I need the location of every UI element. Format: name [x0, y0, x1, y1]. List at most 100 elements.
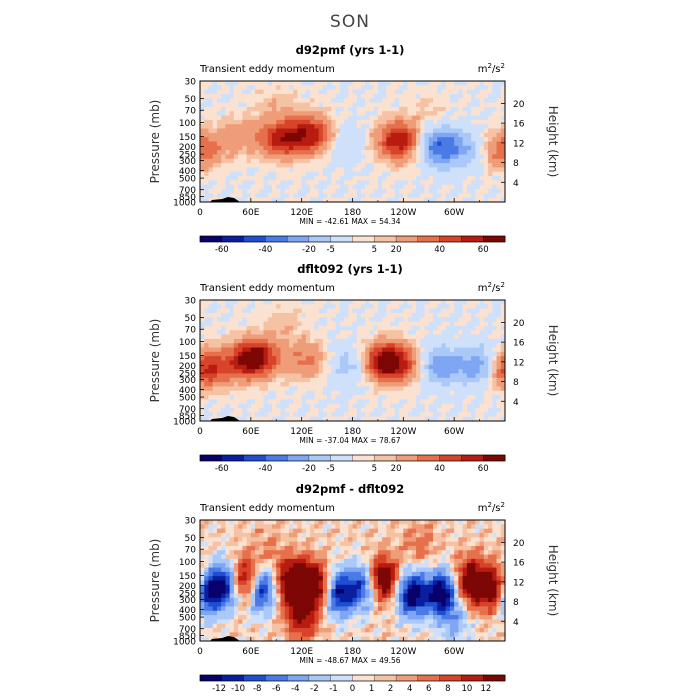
field-cell [225, 537, 231, 543]
field-cell [263, 356, 269, 361]
field-cell [369, 184, 375, 190]
field-cell [259, 563, 264, 568]
field-cell [225, 193, 231, 199]
field-cell [496, 550, 502, 555]
field-cell [394, 171, 400, 177]
field-cell [373, 132, 379, 138]
field-cell [339, 554, 345, 560]
field-cell [242, 386, 247, 392]
field-cell [445, 132, 451, 138]
field-cell [204, 98, 209, 104]
panel-bottom: d92pmf - dflt092 Transient eddy momentum m… [0, 481, 700, 695]
field-cell [310, 520, 315, 525]
field-cell [390, 369, 396, 374]
field-cell [445, 102, 451, 108]
field-cell [276, 334, 281, 340]
field-cell [344, 111, 349, 116]
field-cell [229, 403, 235, 409]
field-cell [305, 360, 311, 366]
field-cell [310, 312, 315, 318]
field-cell [221, 119, 226, 125]
field-cell [360, 403, 366, 409]
field-cell [475, 115, 480, 121]
field-cell [335, 312, 341, 318]
field-cell [462, 558, 468, 564]
field-cell [360, 399, 366, 405]
colorbar-swatch [352, 454, 375, 462]
field-cell [288, 541, 294, 547]
field-cell [204, 176, 209, 181]
field-cell [339, 563, 345, 568]
field-cell [411, 189, 417, 194]
field-cell [428, 545, 434, 551]
field-cell [221, 111, 226, 116]
field-cell [377, 171, 383, 177]
field-cell [454, 81, 459, 86]
field-cell [360, 93, 366, 99]
field-cell [200, 115, 205, 121]
field-cell [424, 338, 430, 344]
field-cell [339, 128, 345, 134]
field-cell [233, 137, 239, 142]
field-cell [432, 338, 438, 344]
field-cell [394, 119, 400, 125]
field-cell [200, 189, 205, 194]
field-cell [441, 308, 447, 314]
field-cell [276, 390, 281, 396]
colorbar-swatch [265, 235, 288, 243]
field-cell [229, 524, 235, 530]
field-cell [437, 304, 442, 310]
field-cell [212, 369, 218, 374]
field-cell [318, 532, 324, 538]
field-cell [229, 308, 235, 314]
field-cell [394, 193, 400, 199]
field-cell [267, 171, 273, 177]
field-cell [449, 408, 455, 413]
field-cell [250, 167, 256, 173]
field-cell [255, 312, 260, 318]
field-cell [310, 377, 315, 383]
field-cell [284, 81, 290, 86]
field-cell [483, 364, 489, 370]
field-cell [492, 545, 497, 551]
field-cell [267, 124, 273, 129]
field-cell [216, 132, 222, 138]
field-cell [310, 141, 315, 147]
field-cell [496, 532, 502, 538]
field-cell [263, 197, 269, 203]
field-cell [488, 81, 493, 86]
field-cell [322, 132, 328, 138]
field-cell [204, 520, 209, 525]
field-cell [221, 382, 226, 387]
field-cell [267, 81, 273, 86]
field-cell [441, 520, 447, 525]
field-cell [284, 334, 290, 340]
field-cell [255, 554, 260, 560]
field-cell [373, 111, 379, 116]
field-cell [267, 520, 273, 525]
field-cell [382, 325, 387, 331]
field-cell [365, 180, 370, 186]
field-cell [310, 150, 315, 155]
field-cell [466, 554, 472, 560]
field-cell [424, 115, 430, 121]
field-cell [288, 106, 294, 112]
field-cell [263, 119, 269, 125]
field-cell [479, 338, 485, 344]
field-cell [471, 558, 476, 564]
field-cell [348, 124, 353, 129]
field-cell [200, 399, 205, 405]
field-cell [369, 360, 375, 366]
field-cell [458, 171, 464, 177]
field-cell [204, 532, 209, 538]
field-cell [305, 150, 311, 155]
field-cell [432, 373, 438, 379]
field-cell [377, 167, 383, 173]
field-cell [200, 85, 205, 91]
field-cell [238, 106, 243, 112]
field-cell [314, 132, 320, 138]
field-cell [445, 93, 451, 99]
field-cell [466, 325, 472, 331]
field-cell [310, 330, 315, 335]
field-cell [420, 184, 425, 190]
